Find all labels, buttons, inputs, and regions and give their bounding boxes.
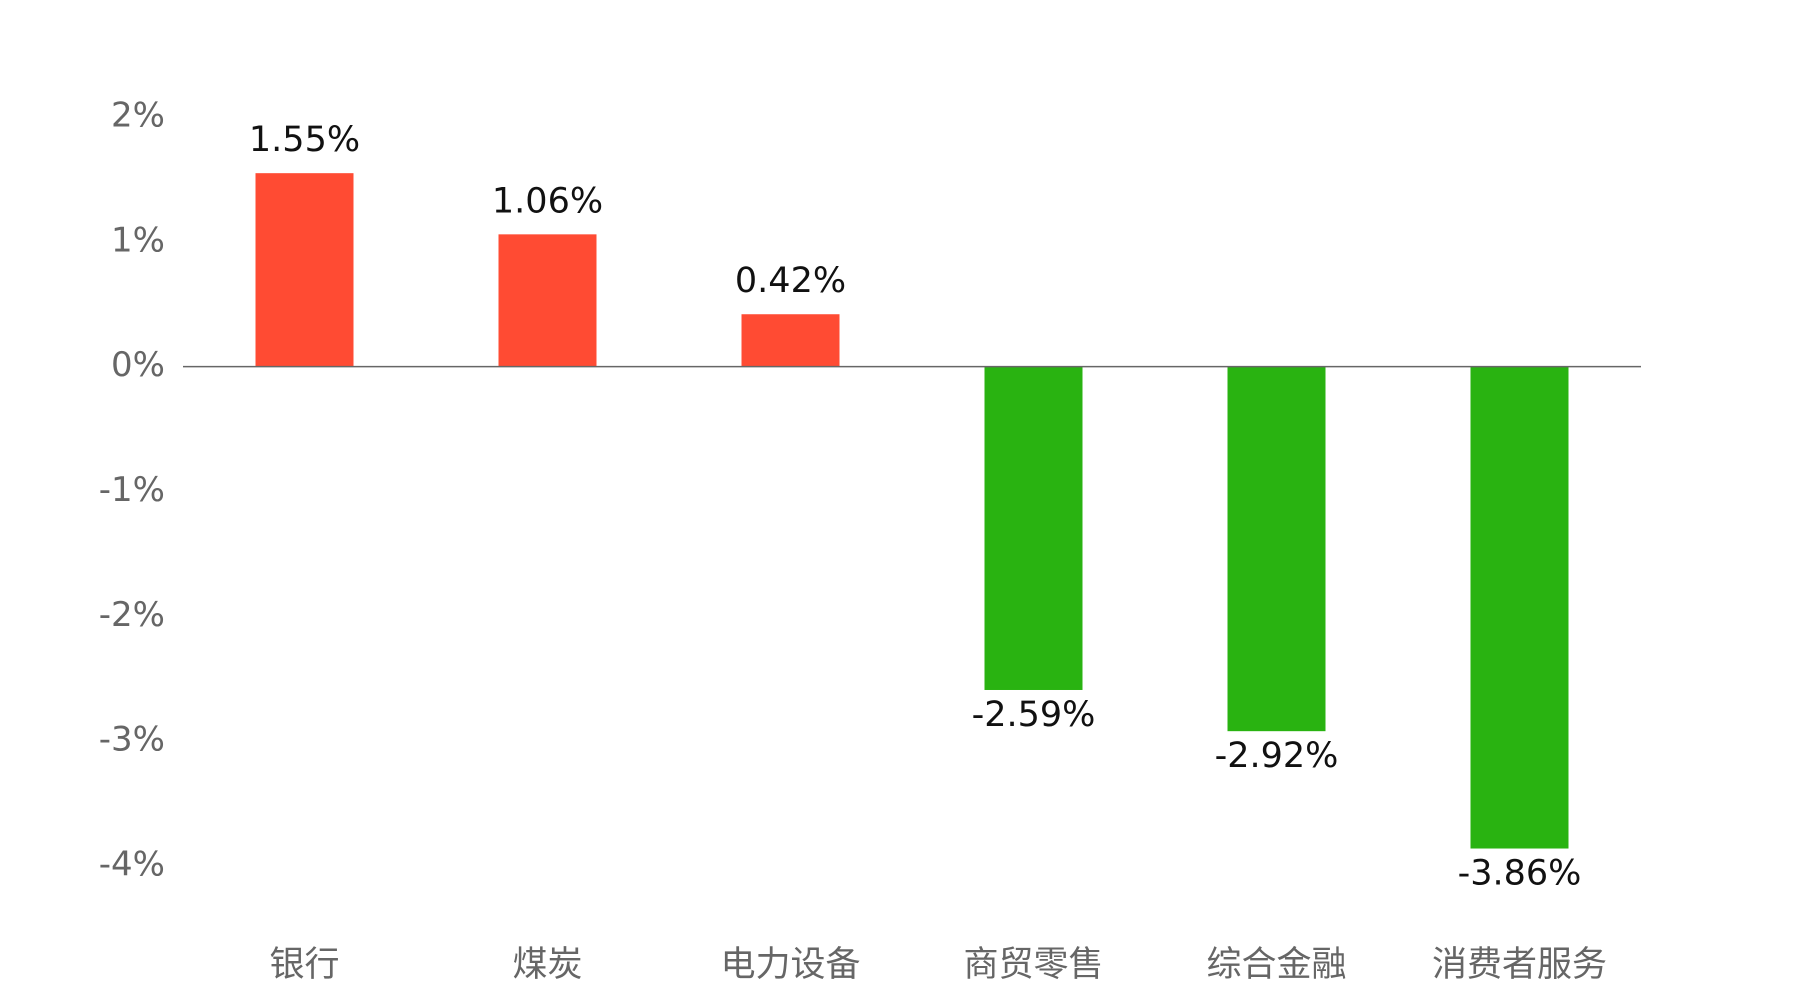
value-label: 1.06% [492,181,603,221]
bar [741,314,840,367]
y-tick-label: 1% [111,220,165,260]
bar [498,234,597,367]
y-tick-label: -4% [99,845,165,885]
y-tick-label: -1% [99,470,165,510]
x-tick-label: 银行 [269,945,339,985]
x-tick-label: 综合金融 [1206,945,1346,985]
bar [255,173,354,367]
value-label: 0.42% [735,261,846,301]
y-tick-label: -3% [99,720,165,760]
bar [1470,366,1569,849]
y-tick-label: -2% [99,595,165,635]
x-tick-label: 煤炭 [512,945,582,985]
x-tick-label: 消费者服务 [1432,945,1607,985]
value-label: -2.59% [972,695,1096,735]
x-tick-label: 商贸零售 [963,945,1103,985]
value-label: -2.92% [1215,736,1339,776]
value-label: -3.86% [1458,854,1582,894]
bar [1227,366,1326,732]
value-label: 1.55% [249,120,360,160]
x-tick-label: 电力设备 [720,945,860,985]
y-tick-label: 2% [111,96,165,136]
bar [984,366,1083,690]
y-tick-label: 0% [111,345,165,385]
